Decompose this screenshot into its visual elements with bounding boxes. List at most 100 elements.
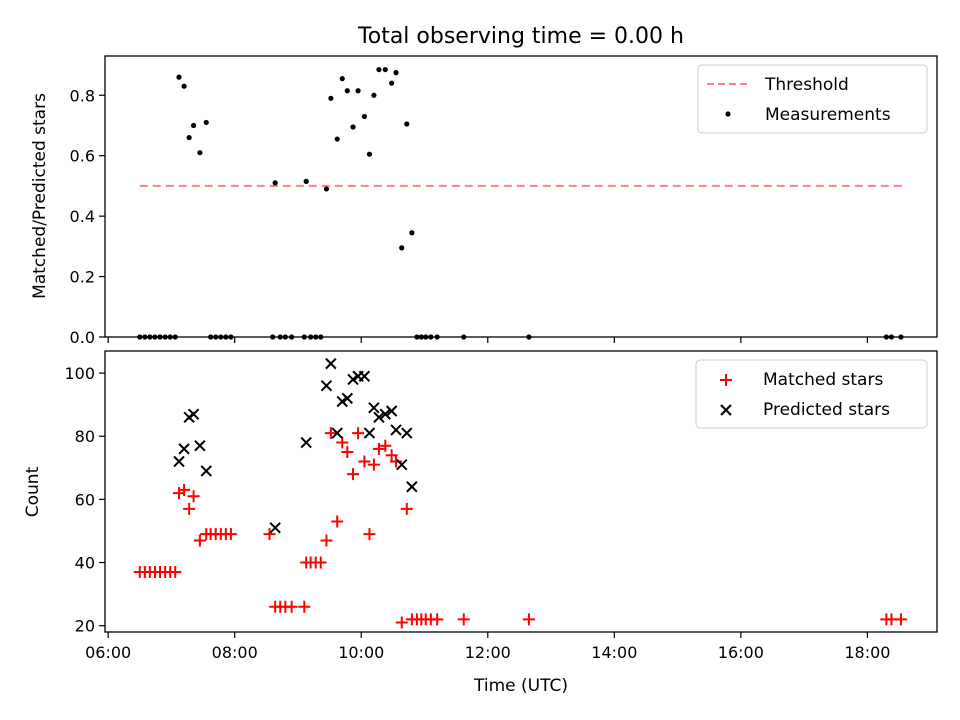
y-tick-label: 0.0 <box>70 328 95 347</box>
matched-star-point <box>367 458 380 471</box>
matched-star-point <box>358 455 371 468</box>
predicted-star-point <box>396 458 408 471</box>
matched-star-point <box>187 490 200 503</box>
bottom-plot-area <box>133 357 907 629</box>
matched-star-point <box>193 534 206 547</box>
measurement-point <box>328 95 334 101</box>
y-tick-label: 0.6 <box>70 147 95 166</box>
legend-measurements-label: Measurements <box>765 105 891 125</box>
legend-matched-label: Matched stars <box>763 370 883 390</box>
matched-star-point <box>395 616 408 629</box>
measurement-point <box>197 150 203 156</box>
y-tick-label: 100 <box>64 364 95 383</box>
matched-star-point <box>314 556 327 569</box>
measurement-point <box>186 134 192 141</box>
matched-star-point <box>894 613 907 626</box>
legend-threshold-label: Threshold <box>764 75 849 95</box>
matched-star-point <box>390 455 403 468</box>
measurement-point <box>382 66 388 73</box>
predicted-star-point <box>269 522 281 534</box>
bottom-y-ticks: 20 40 60 80 100 <box>64 364 105 636</box>
predicted-star-point <box>363 427 376 439</box>
measurement-point <box>303 178 309 184</box>
matched-star-point <box>379 439 392 452</box>
measurement-point <box>339 76 345 82</box>
bottom-legend: Matched stars Predicted stars <box>695 359 928 429</box>
y-tick-label: 20 <box>75 617 95 636</box>
x-tick-label: 12:00 <box>465 643 511 662</box>
x-tick-label: 06:00 <box>85 643 131 662</box>
measurement-point <box>371 92 377 98</box>
matched-star-point <box>183 502 196 515</box>
matched-star-point <box>285 600 298 613</box>
predicted-star-point <box>385 405 398 417</box>
predicted-star-point <box>331 427 343 439</box>
top-panel: 0.00.20.40.60.8 Matched/Predicted stars … <box>30 55 938 347</box>
top-legend: Threshold Measurements <box>697 64 928 134</box>
measurement-point <box>409 230 415 236</box>
predicted-star-point <box>341 392 354 405</box>
predicted-star-point <box>379 408 391 420</box>
predicted-star-point <box>187 408 200 420</box>
matched-star-point <box>522 613 535 626</box>
top-legend-box <box>697 64 928 134</box>
matched-star-point <box>336 436 349 449</box>
bottom-x-ticks: 06:00 08:00 10:00 12:00 14:00 16:00 18:00 <box>85 632 890 662</box>
predicted-star-point <box>368 402 380 414</box>
matched-star-point <box>298 600 311 613</box>
matched-star-point <box>385 449 398 462</box>
top-x-ticks <box>107 337 869 343</box>
y-tick-label: 0.4 <box>70 207 95 226</box>
measurement-point <box>404 121 410 127</box>
predicted-star-point <box>390 424 402 436</box>
matched-star-point <box>352 427 365 440</box>
y-tick-label: 40 <box>75 554 95 573</box>
measurement-point <box>389 80 395 86</box>
matched-star-point <box>347 468 360 481</box>
matched-star-point <box>372 442 385 455</box>
x-axis-label: Time (UTC) <box>473 676 568 696</box>
measurement-point <box>399 245 405 251</box>
bottom-y-axis-label: Count <box>23 466 43 517</box>
bottom-axes-frame <box>104 350 938 633</box>
measurement-point <box>366 151 373 157</box>
matched-star-point <box>224 528 237 541</box>
matched-star-point <box>320 534 333 547</box>
matched-star-point <box>457 613 470 626</box>
measurement-point <box>190 122 197 129</box>
measurement-point <box>272 180 278 186</box>
measurement-point <box>344 88 350 94</box>
predicted-star-point <box>178 443 190 455</box>
predicted-star-point <box>358 370 371 382</box>
matched-star-point <box>263 528 276 541</box>
predicted-star-point <box>300 436 312 449</box>
predicted-star-point <box>320 380 333 392</box>
predicted-star-point <box>401 427 413 439</box>
top-y-axis-label: Matched/Predicted stars <box>30 93 50 299</box>
measurement-point <box>334 136 340 142</box>
measurement-point <box>181 83 187 89</box>
legend-predicted-swatch <box>720 404 732 416</box>
measurement-point <box>323 186 330 192</box>
matched-star-point <box>324 427 337 440</box>
matched-star-point <box>178 483 191 496</box>
matched-star-point <box>431 613 444 626</box>
predicted-star-point <box>347 373 359 386</box>
matched-star-point <box>400 502 413 515</box>
legend-matched-swatch <box>720 374 732 386</box>
predicted-star-point <box>200 465 212 477</box>
measurement-point <box>355 88 361 94</box>
predicted-star-point <box>194 440 206 452</box>
y-tick-label: 0.8 <box>70 86 95 105</box>
bottom-legend-box <box>695 359 928 429</box>
measurement-point <box>176 74 182 80</box>
predicted-star-point <box>173 455 185 468</box>
x-tick-label: 14:00 <box>591 643 637 662</box>
y-tick-label: 80 <box>75 427 95 446</box>
top-axes-frame <box>104 55 938 338</box>
measurement-point <box>376 66 382 73</box>
predicted-star-point <box>406 481 418 493</box>
predicted-star-point <box>336 395 348 408</box>
legend-measurements-swatch <box>725 111 731 117</box>
